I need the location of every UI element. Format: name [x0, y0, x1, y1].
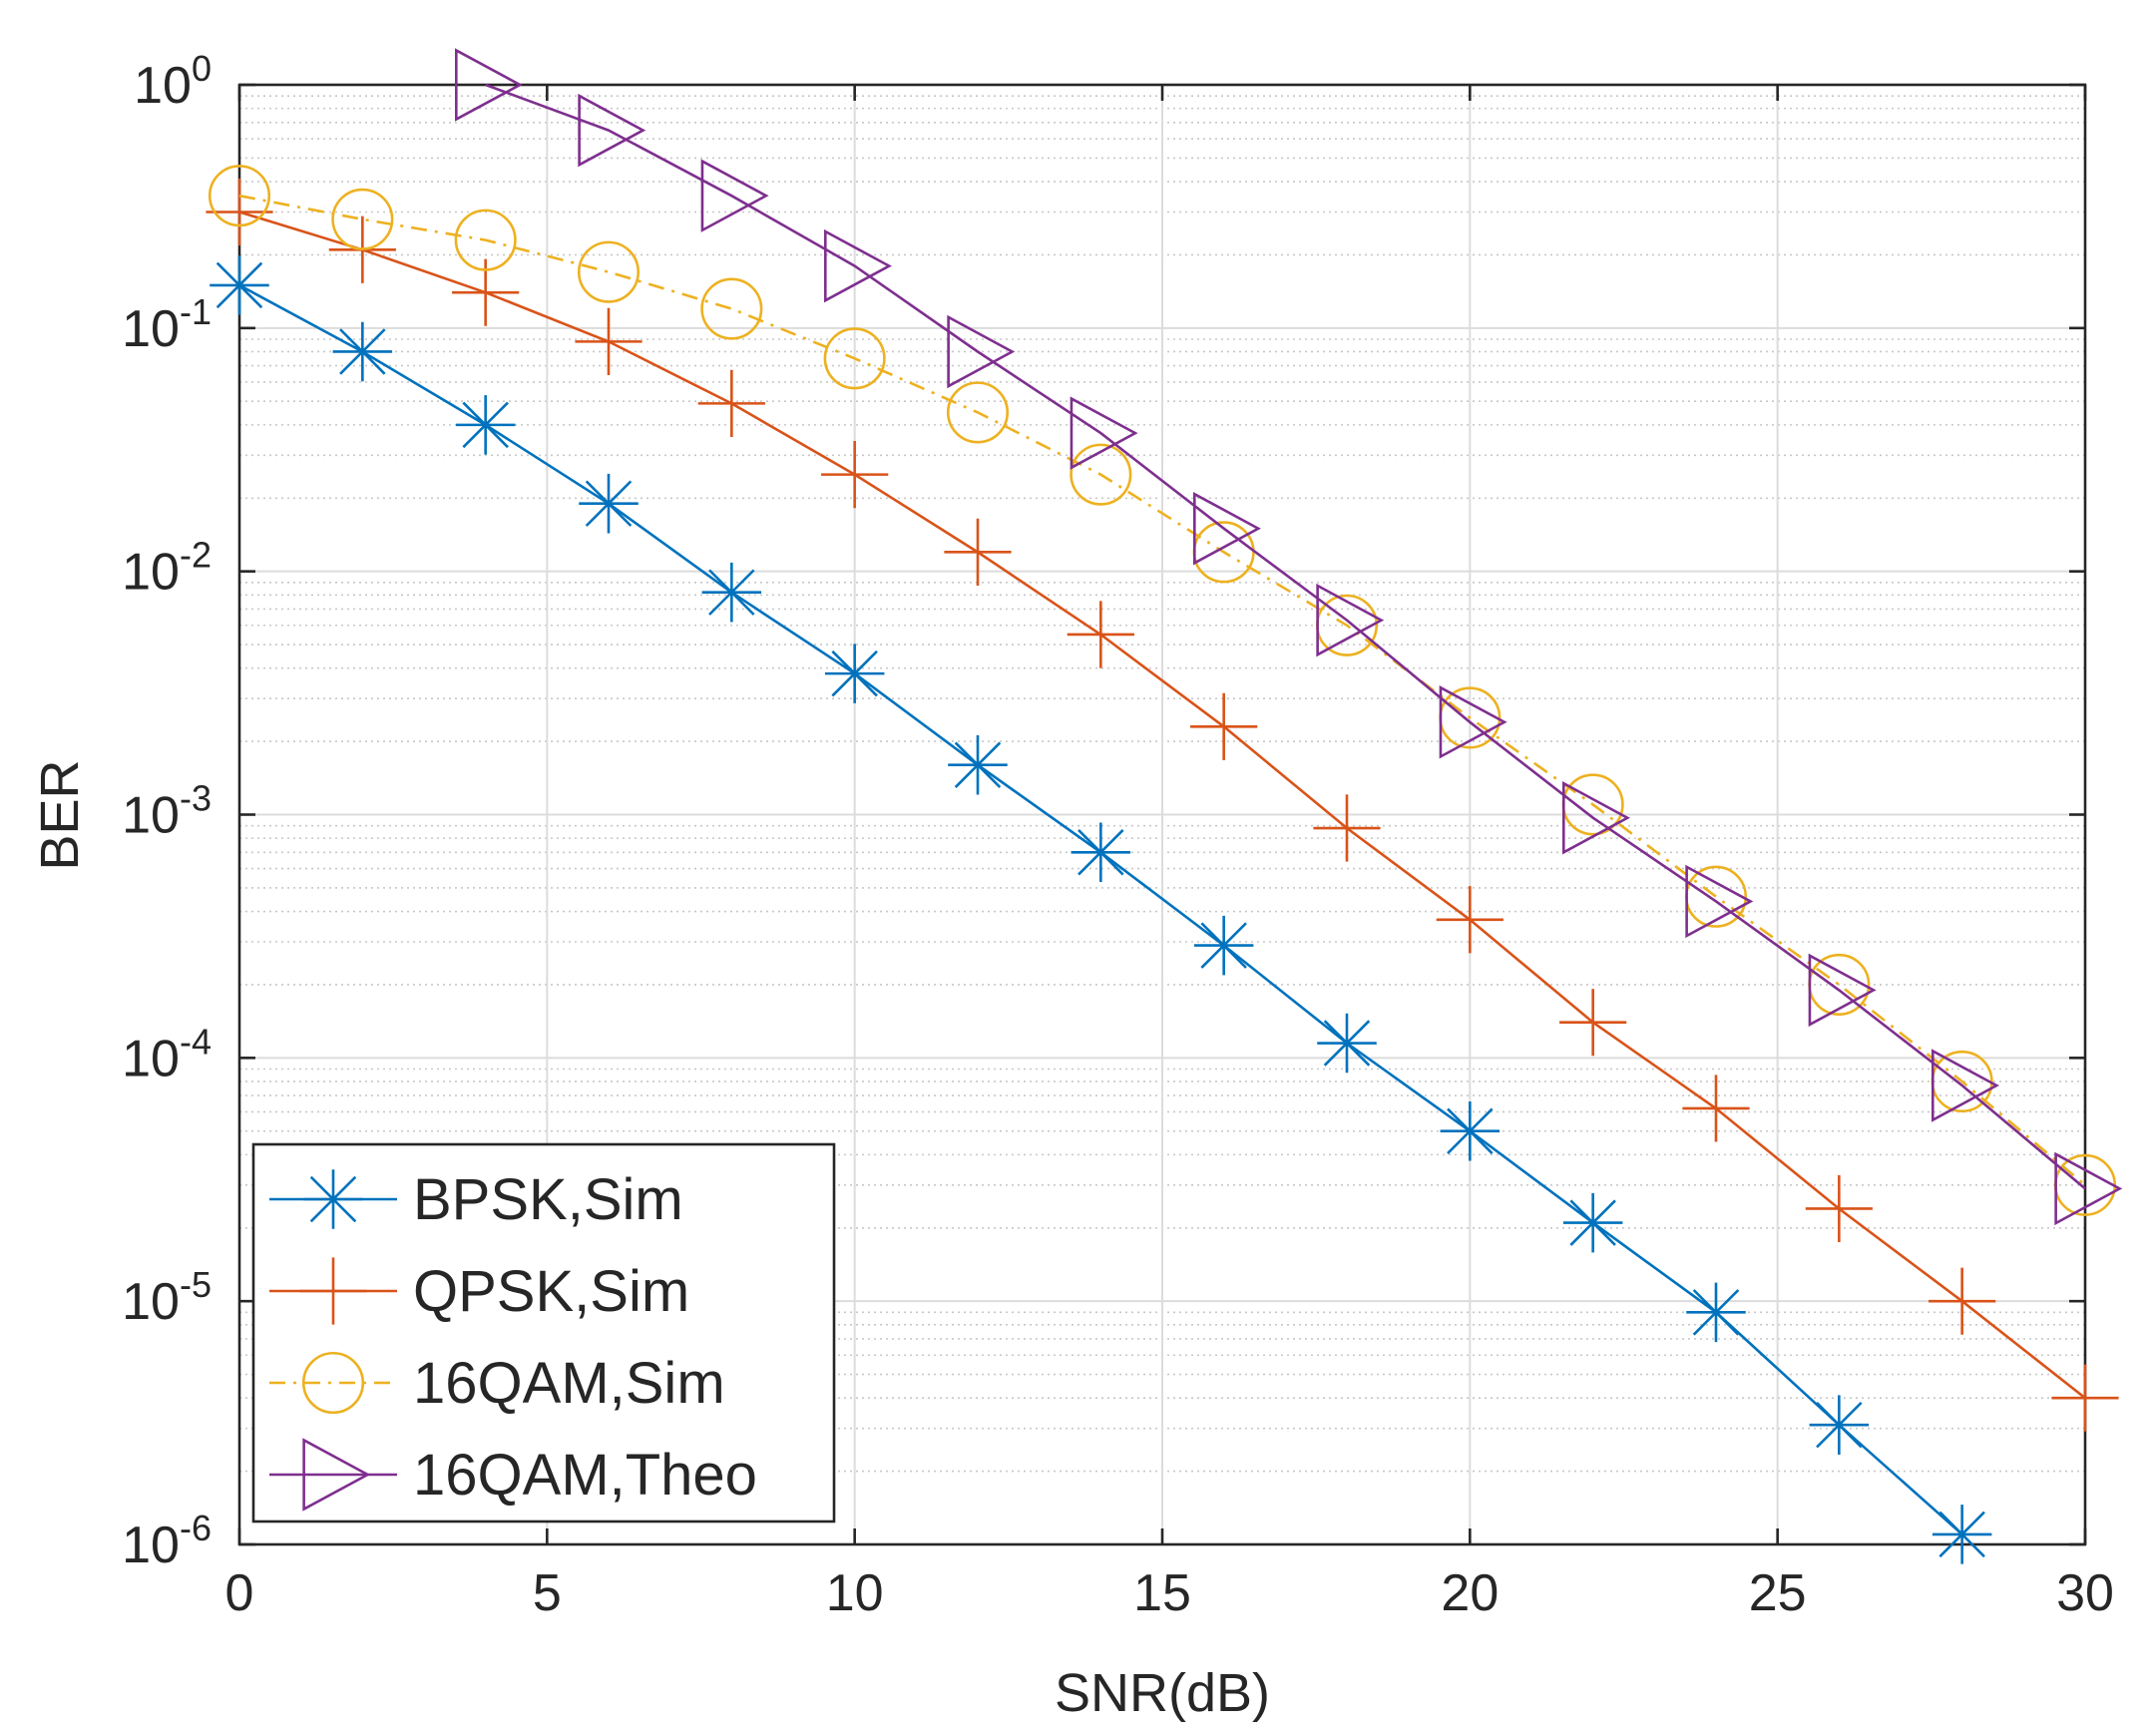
data-point-marker	[1440, 1100, 1501, 1161]
y-tick-label: 10-5	[122, 1264, 212, 1331]
data-point-marker	[2051, 1364, 2119, 1432]
data-point-marker	[701, 562, 762, 623]
data-point-marker	[821, 441, 889, 509]
data-point-marker	[301, 1351, 365, 1415]
data-point-marker	[823, 228, 892, 303]
data-point-marker	[1436, 886, 1504, 954]
data-point-marker	[1067, 601, 1134, 668]
data-point-marker	[1932, 1505, 1992, 1564]
series-0	[210, 255, 1992, 1564]
x-tick-label: 15	[1133, 1564, 1191, 1622]
y-axis-label: BER	[30, 759, 90, 870]
data-point-marker	[1561, 780, 1630, 855]
data-point-marker	[1809, 1395, 1870, 1455]
legend-item: BPSK,Sim	[269, 1167, 683, 1232]
x-tick-label: 0	[225, 1564, 254, 1622]
series-line	[238, 211, 2086, 1400]
data-point-marker	[206, 178, 273, 246]
data-point-marker	[1929, 1267, 1996, 1335]
data-point-marker	[944, 518, 1012, 586]
data-point-marker	[700, 277, 763, 340]
series-3	[454, 48, 2123, 1226]
data-point-marker	[946, 381, 1010, 444]
x-tick-label: 20	[1441, 1564, 1499, 1622]
legend-items: BPSK,Sim QPSK,Sim 16QAM,Sim 16QAM,Theo	[269, 1167, 757, 1512]
y-tick-label: 10-3	[122, 778, 212, 845]
series-layer	[206, 48, 2123, 1564]
data-point-marker	[1071, 822, 1131, 883]
data-point-marker	[1562, 1192, 1623, 1253]
y-tick-label: 10-2	[122, 535, 212, 602]
x-tick-label: 25	[1749, 1564, 1807, 1622]
data-point-marker	[575, 307, 643, 375]
data-point-marker	[2054, 1151, 2123, 1226]
legend-label: 16QAM,Theo	[413, 1443, 757, 1508]
data-point-marker	[697, 369, 765, 437]
data-point-marker	[1439, 685, 1507, 759]
data-point-marker	[700, 159, 769, 232]
y-tick-label: 10-1	[122, 291, 212, 358]
data-point-marker	[1808, 953, 1877, 1028]
data-point-marker	[579, 473, 639, 534]
data-point-marker	[1559, 989, 1627, 1057]
data-point-marker	[1316, 583, 1385, 657]
data-point-marker	[1931, 1049, 1999, 1122]
data-point-marker	[1313, 794, 1381, 862]
legend-box	[251, 1142, 836, 1523]
data-point-marker	[1686, 1282, 1746, 1343]
data-point-marker	[208, 165, 271, 227]
y-tick-labels: 100 10-1 10-2 10-3 10-4 10-5 10-6	[122, 48, 212, 1574]
legend-label: QPSK,Sim	[413, 1259, 689, 1324]
x-tick-label: 30	[2056, 1564, 2114, 1622]
data-point-marker	[1070, 443, 1132, 506]
data-point-marker	[1192, 491, 1261, 566]
series-line	[238, 194, 2086, 1186]
legend: BPSK,Sim QPSK,Sim 16QAM,Sim 16QAM,Theo	[251, 1142, 836, 1523]
legend-label: BPSK,Sim	[413, 1167, 683, 1232]
data-point-marker	[332, 321, 393, 382]
data-point-marker	[1682, 1075, 1750, 1142]
series-line	[485, 83, 2086, 1190]
x-tick-label: 5	[533, 1564, 562, 1622]
x-axis-label: SNR(dB)	[1055, 1663, 1270, 1723]
legend-label: 16QAM,Sim	[413, 1351, 725, 1416]
data-point-marker	[948, 734, 1008, 795]
data-point-marker	[1685, 864, 1754, 939]
legend-item: QPSK,Sim	[269, 1257, 689, 1325]
series-1	[206, 178, 2119, 1432]
data-point-marker	[454, 209, 517, 271]
data-point-marker	[1805, 1174, 1873, 1243]
data-point-marker	[824, 644, 885, 703]
x-tick-labels: 0 5 10 15 20 25 30	[225, 1564, 2114, 1622]
y-tick-label: 100	[134, 48, 212, 115]
y-tick-label: 10-6	[122, 1508, 212, 1574]
data-point-marker	[1070, 396, 1138, 470]
data-point-marker	[454, 48, 523, 122]
data-point-marker	[1193, 915, 1254, 976]
data-point-marker	[210, 255, 269, 315]
data-point-marker	[1317, 1013, 1377, 1074]
data-point-marker	[331, 188, 394, 250]
data-point-marker	[303, 1169, 363, 1229]
data-point-marker	[577, 240, 641, 303]
data-point-marker	[578, 93, 646, 168]
data-point-marker	[823, 327, 886, 390]
legend-item: 16QAM,Sim	[269, 1351, 725, 1416]
x-tick-label: 10	[826, 1564, 884, 1622]
data-point-marker	[455, 395, 516, 455]
data-point-marker	[299, 1257, 367, 1325]
y-tick-label: 10-4	[122, 1021, 212, 1087]
data-point-marker	[302, 1438, 371, 1512]
data-point-marker	[947, 314, 1016, 389]
data-point-marker	[1190, 692, 1258, 760]
axis-ticks	[237, 83, 2087, 1546]
legend-item: 16QAM,Theo	[269, 1438, 757, 1512]
